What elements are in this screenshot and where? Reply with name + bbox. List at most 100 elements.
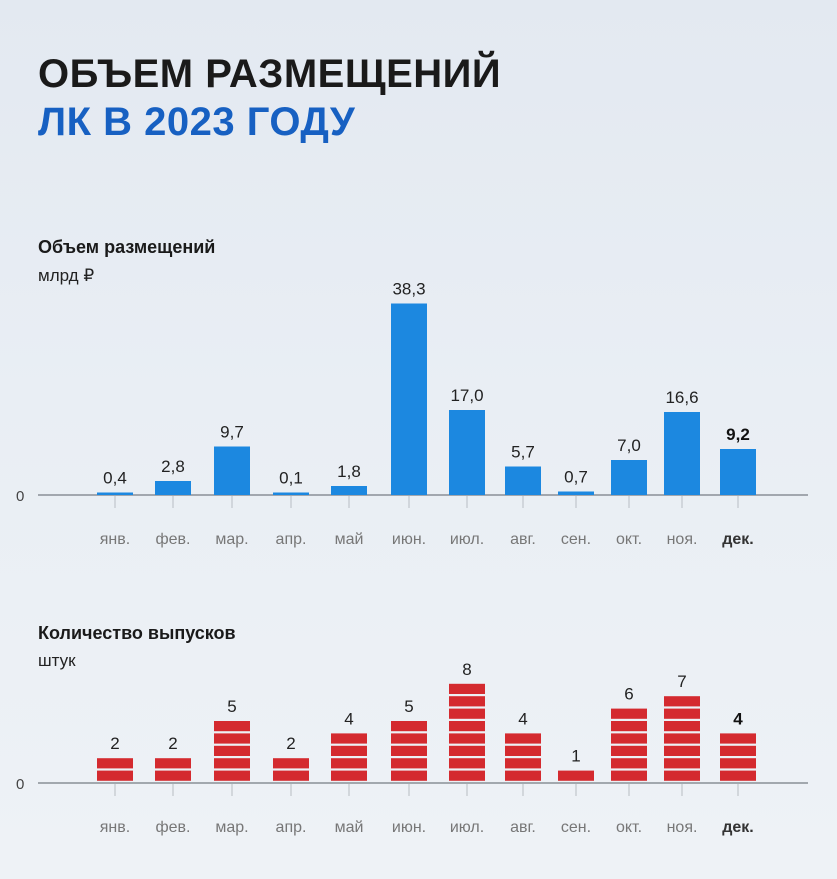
x-tick-label: фев.: [155, 819, 190, 836]
x-tick-label: дек.: [722, 531, 754, 548]
bar-segment: [611, 709, 647, 719]
x-tick-label: май: [335, 819, 364, 836]
bar-segment: [391, 758, 427, 768]
x-tick-label: сен.: [561, 531, 591, 548]
bar-segment: [611, 733, 647, 743]
bar-segment: [391, 721, 427, 731]
bar-segment: [611, 758, 647, 768]
x-tick-label: май: [335, 531, 364, 548]
x-tick-label: окт.: [616, 819, 642, 836]
bar-май: [331, 486, 367, 495]
bar-авг.: [505, 467, 541, 496]
y-axis-zero-label: 0: [16, 488, 24, 505]
x-tick-label: июл.: [450, 531, 484, 548]
bar-segment: [720, 746, 756, 756]
page-title-line2: ЛК В 2023 ГОДУ: [38, 100, 355, 145]
x-tick-label: окт.: [616, 531, 642, 548]
x-tick-label: дек.: [722, 819, 754, 836]
bar-segment: [155, 771, 191, 781]
x-tick-label: июн.: [392, 531, 426, 548]
x-tick-label: мар.: [215, 531, 248, 548]
bar-окт.: [611, 460, 647, 495]
bar-segment: [505, 758, 541, 768]
value-label: 1,8: [337, 462, 361, 481]
bar-segment: [97, 758, 133, 768]
bar-segment: [664, 758, 700, 768]
value-label: 2: [110, 734, 119, 753]
bar-segment: [155, 758, 191, 768]
bar-segment: [214, 771, 250, 781]
bar-segment: [273, 771, 309, 781]
bar-апр.: [273, 758, 309, 781]
value-label: 4: [344, 709, 353, 728]
count-bar-chart: 0 2 янв. 2 фев. 5 мар. 2 апр. 4 май 5 июн. 8 июл. 4 авг.…: [0, 640, 837, 850]
bar-segment: [611, 771, 647, 781]
value-label: 7: [677, 672, 686, 691]
bar-segment: [449, 696, 485, 706]
value-label: 0,7: [564, 468, 588, 487]
bar-segment: [214, 758, 250, 768]
volume-bar-chart: 0 0,4 янв. 2,8 фев. 9,7 мар. 0,1 апр. 1,8 май 38,3 и…: [0, 260, 837, 560]
bar-segment: [558, 771, 594, 781]
x-tick-label: июн.: [392, 819, 426, 836]
bar-segment: [391, 733, 427, 743]
bar-segment: [449, 746, 485, 756]
volume-chart-title: Объем размещений: [38, 237, 215, 258]
value-label: 5: [404, 697, 413, 716]
x-tick-label: янв.: [100, 531, 130, 548]
x-tick-label: апр.: [276, 819, 307, 836]
value-label: 7,0: [617, 436, 641, 455]
bar-янв.: [97, 493, 133, 496]
bar-июл.: [449, 684, 485, 781]
x-tick-label: авг.: [510, 819, 536, 836]
page-title-line1: ОБЪЕМ РАЗМЕЩЕНИЙ: [38, 52, 501, 97]
bar-июн.: [391, 304, 427, 496]
value-label: 9,2: [726, 425, 750, 444]
bar-segment: [664, 709, 700, 719]
x-tick-label: янв.: [100, 819, 130, 836]
bar-segment: [449, 721, 485, 731]
bar-ноя.: [664, 412, 700, 495]
bar-segment: [331, 733, 367, 743]
bar-segment: [97, 771, 133, 781]
bar-сен.: [558, 492, 594, 496]
bar-segment: [611, 746, 647, 756]
value-label: 0,1: [279, 469, 303, 488]
bar-май: [331, 733, 367, 780]
bar-segment: [273, 758, 309, 768]
value-label: 2: [286, 734, 295, 753]
value-label: 6: [624, 685, 633, 704]
value-label: 0,4: [103, 469, 127, 488]
bar-segment: [505, 746, 541, 756]
y-axis-zero-label: 0: [16, 776, 24, 793]
value-label: 16,6: [665, 388, 698, 407]
bar-segment: [505, 771, 541, 781]
value-label: 2: [168, 734, 177, 753]
bar-апр.: [273, 493, 309, 496]
bar-segment: [505, 733, 541, 743]
bar-segment: [449, 733, 485, 743]
value-label: 5: [227, 697, 236, 716]
bar-segment: [664, 733, 700, 743]
x-tick-label: фев.: [155, 531, 190, 548]
value-label: 38,3: [392, 280, 425, 299]
bar-фев.: [155, 481, 191, 495]
bar-segment: [449, 709, 485, 719]
bar-ноя.: [664, 696, 700, 781]
x-tick-label: ноя.: [667, 819, 698, 836]
bar-segment: [331, 758, 367, 768]
bar-авг.: [505, 733, 541, 780]
bar-segment: [331, 771, 367, 781]
bar-segment: [720, 758, 756, 768]
value-label: 5,7: [511, 443, 535, 462]
bar-segment: [214, 721, 250, 731]
bar-segment: [331, 746, 367, 756]
value-label: 4: [733, 709, 743, 728]
value-label: 9,7: [220, 423, 244, 442]
bar-июл.: [449, 410, 485, 495]
bar-segment: [664, 771, 700, 781]
value-label: 4: [518, 709, 527, 728]
x-tick-label: апр.: [276, 531, 307, 548]
x-tick-label: ноя.: [667, 531, 698, 548]
x-tick-label: июл.: [450, 819, 484, 836]
